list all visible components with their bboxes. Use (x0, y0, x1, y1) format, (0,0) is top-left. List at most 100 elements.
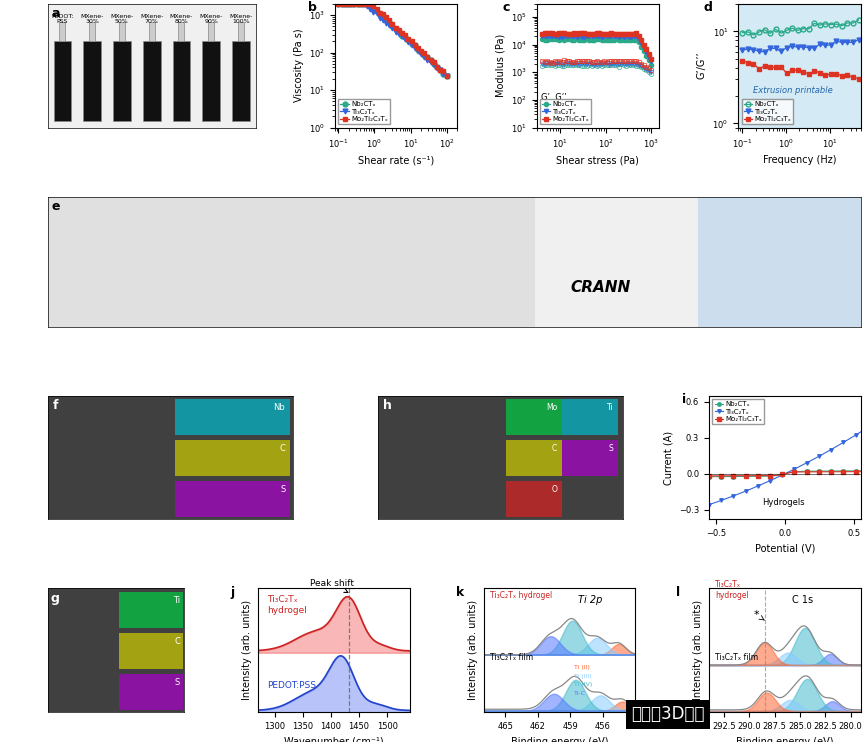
Legend: Nb₂CTₓ, Ti₃C₂Tₓ, Mo₂Ti₂C₃Tₓ: Nb₂CTₓ, Ti₃C₂Tₓ, Mo₂Ti₂C₃Tₓ (713, 399, 764, 424)
Bar (535, 197, 698, 326)
Text: Ti-C: Ti-C (574, 691, 586, 696)
Y-axis label: Current (A): Current (A) (663, 430, 674, 485)
Ti₃C₂Tₓ (809, 44, 819, 53)
Mo₂Ti₂C₃Tₓ (352, 0, 362, 8)
Ti₃C₂Tₓ (340, 0, 350, 8)
Text: Hydrogels: Hydrogels (762, 498, 804, 507)
Nb₂CTₓ (390, 24, 400, 33)
Text: e: e (52, 200, 61, 214)
Text: b: b (308, 1, 317, 14)
Nb₂CTₓ (371, 7, 381, 16)
Ti₃C₂Tₓ (333, 0, 343, 8)
Bar (172, 41, 190, 122)
Ti₃C₂Tₓ (836, 38, 847, 47)
Ti₃C₂Tₓ (831, 37, 842, 46)
Nb₂CTₓ (809, 19, 819, 27)
Mo₂Ti₂C₃Tₓ (340, 0, 350, 8)
Ti₃C₂Tₓ (854, 35, 864, 44)
Line: Ti₃C₂Tₓ: Ti₃C₂Tₓ (336, 1, 449, 78)
Mo₂Ti₂C₃Tₓ (432, 62, 442, 71)
Mo₂Ti₂C₃Tₓ (365, 0, 375, 9)
Bar (232, 41, 250, 122)
Ti₃C₂Tₓ (804, 43, 814, 52)
Nb₂CTₓ (836, 22, 847, 30)
Legend: Nb₂CTₓ, Ti₃C₂Tₓ, Mo₂Ti₂C₃Tₓ: Nb₂CTₓ, Ti₃C₂Tₓ, Mo₂Ti₂C₃Tₓ (741, 99, 793, 124)
Ti₃C₂Tₓ (359, 0, 369, 8)
Nb₂CTₓ (435, 66, 445, 75)
Ti₃C₂Tₓ (422, 56, 432, 65)
Nb₂CTₓ (416, 47, 426, 56)
Ti₃C₂Tₓ (394, 29, 404, 38)
Ti₃C₂Tₓ (787, 42, 798, 50)
Mo₂Ti₂C₃Tₓ (368, 1, 379, 10)
Y-axis label: Intensity (arb. units): Intensity (arb. units) (242, 600, 253, 700)
Ti₃C₂Tₓ (798, 42, 809, 51)
Mo₂Ti₂C₃Tₓ (394, 25, 404, 34)
Nb₂CTₓ (388, 22, 398, 30)
Line: Mo₂Ti₂C₃Tₓ: Mo₂Ti₂C₃Tₓ (336, 1, 449, 78)
Text: MXene-
100%: MXene- 100% (229, 13, 253, 24)
Text: G’  G’’: G’ G’’ (541, 93, 567, 102)
Mo₂Ti₂C₃Tₓ (400, 31, 410, 40)
Bar (83, 41, 101, 122)
Bar (202, 41, 220, 122)
Bar (406, 197, 535, 326)
X-axis label: Shear rate (s⁻¹): Shear rate (s⁻¹) (358, 155, 434, 165)
Mo₂Ti₂C₃Tₓ (748, 59, 759, 68)
Bar (149, 22, 155, 41)
Nb₂CTₓ (798, 24, 809, 33)
Text: l: l (676, 586, 680, 599)
Line: Nb₂CTₓ: Nb₂CTₓ (740, 18, 861, 37)
Text: CRANN: CRANN (570, 280, 631, 295)
Mo₂Ti₂C₃Tₓ (416, 47, 426, 56)
Ti₃C₂Tₓ (375, 13, 385, 22)
Text: Ti (III): Ti (III) (574, 674, 593, 679)
Ti₃C₂Tₓ (413, 47, 423, 56)
Bar (698, 197, 861, 326)
Nb₂CTₓ (403, 36, 413, 45)
Ti₃C₂Tₓ (748, 45, 759, 54)
Mo₂Ti₂C₃Tₓ (792, 65, 803, 74)
Text: Ti₃C₂Tₓ hydrogel: Ti₃C₂Tₓ hydrogel (490, 591, 552, 600)
Nb₂CTₓ (381, 16, 391, 24)
Bar (506, 481, 562, 517)
Mo₂Ti₂C₃Tₓ (831, 70, 842, 79)
Ti₃C₂Tₓ (409, 44, 420, 53)
Nb₂CTₓ (333, 0, 343, 8)
Mo₂Ti₂C₃Tₓ (759, 62, 770, 70)
Mo₂Ti₂C₃Tₓ (422, 53, 432, 62)
Nb₂CTₓ (432, 62, 442, 71)
Text: C 1s: C 1s (792, 595, 814, 605)
Mo₂Ti₂C₃Tₓ (333, 0, 343, 8)
Nb₂CTₓ (343, 0, 353, 8)
Mo₂Ti₂C₃Tₓ (798, 68, 809, 76)
Ti₃C₂Tₓ (407, 41, 417, 50)
Ti₃C₂Tₓ (378, 16, 388, 24)
Mo₂Ti₂C₃Tₓ (765, 62, 775, 71)
Bar (238, 22, 244, 41)
Bar (227, 197, 406, 326)
Nb₂CTₓ (815, 21, 825, 30)
Mo₂Ti₂C₃Tₓ (381, 13, 391, 22)
Text: i: i (682, 393, 686, 406)
Text: 南极熊3D打印: 南极熊3D打印 (631, 706, 705, 723)
Text: Ti: Ti (607, 403, 613, 412)
Ti₃C₂Tₓ (343, 0, 353, 8)
Nb₂CTₓ (439, 70, 449, 79)
Ti₃C₂Tₓ (400, 35, 410, 44)
X-axis label: Wavenumber (cm⁻¹): Wavenumber (cm⁻¹) (284, 737, 383, 742)
Y-axis label: G’/G’’: G’/G’’ (697, 52, 707, 79)
Mo₂Ti₂C₃Tₓ (429, 57, 439, 66)
Ti₃C₂Tₓ (439, 69, 449, 78)
Text: MXene-
30%: MXene- 30% (80, 13, 104, 24)
Line: Ti₃C₂Tₓ: Ti₃C₂Tₓ (740, 37, 861, 54)
Nb₂CTₓ (422, 53, 432, 62)
Mo₂Ti₂C₃Tₓ (820, 71, 830, 80)
Text: Mo: Mo (546, 403, 557, 412)
Bar (208, 22, 215, 41)
Nb₂CTₓ (848, 19, 858, 27)
Ti₃C₂Tₓ (371, 9, 381, 18)
Text: PEDOT:PSS: PEDOT:PSS (267, 680, 316, 689)
Text: Ti₃C₂Tₓ film: Ti₃C₂Tₓ film (715, 653, 759, 663)
Text: PEDOT:
PSS: PEDOT: PSS (51, 13, 74, 24)
